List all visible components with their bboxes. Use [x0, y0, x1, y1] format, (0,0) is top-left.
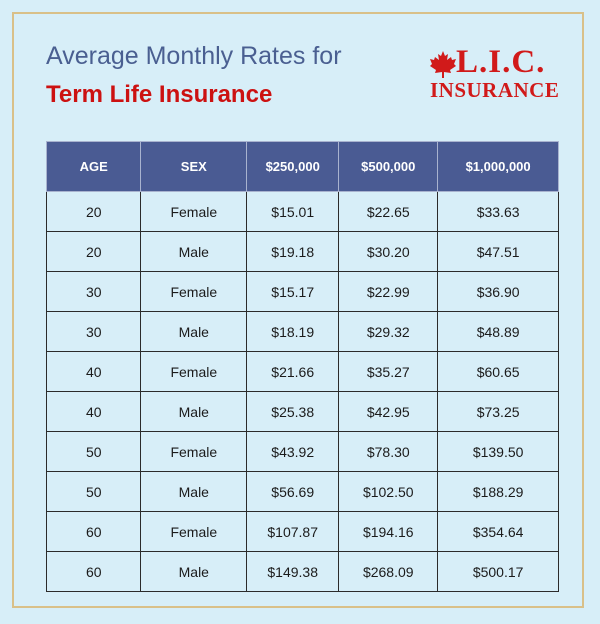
cell-rate-250k: $56.69 — [246, 471, 340, 512]
cell-rate-1m: $73.25 — [437, 391, 559, 432]
cell-rate-250k: $15.17 — [246, 271, 340, 312]
cell-rate-250k: $149.38 — [246, 551, 340, 592]
cell-sex: Male — [140, 391, 248, 432]
column-header-500k: $500,000 — [338, 141, 439, 192]
cell-age: 60 — [45, 511, 142, 552]
table-row: 40 Male $25.38 $42.95 $73.25 — [45, 391, 559, 432]
cell-age: 40 — [45, 391, 142, 432]
column-header-250k: $250,000 — [246, 141, 340, 192]
rates-table: AGE SEX $250,000 $500,000 $1,000,000 20 … — [45, 141, 559, 592]
cell-age: 40 — [45, 351, 142, 392]
cell-age: 50 — [45, 431, 142, 472]
cell-rate-250k: $25.38 — [246, 391, 340, 432]
cell-rate-500k: $29.32 — [338, 311, 439, 352]
cell-rate-1m: $139.50 — [437, 431, 559, 472]
logo-tagline: INSURANCE — [430, 78, 560, 102]
cell-rate-500k: $22.65 — [338, 191, 439, 232]
column-header-sex: SEX — [140, 141, 248, 192]
cell-rate-1m: $500.17 — [437, 551, 559, 592]
page-title: Average Monthly Rates for — [46, 42, 342, 70]
cell-sex: Male — [140, 551, 248, 592]
cell-rate-500k: $78.30 — [338, 431, 439, 472]
column-header-1m: $1,000,000 — [437, 141, 559, 192]
cell-sex: Female — [140, 191, 248, 232]
table-header-row: AGE SEX $250,000 $500,000 $1,000,000 — [45, 141, 559, 192]
cell-rate-500k: $194.16 — [338, 511, 439, 552]
column-header-age: AGE — [45, 141, 142, 192]
cell-sex: Male — [140, 471, 248, 512]
cell-age: 20 — [45, 191, 142, 232]
cell-rate-250k: $21.66 — [246, 351, 340, 392]
cell-sex: Female — [140, 431, 248, 472]
cell-sex: Female — [140, 351, 248, 392]
table-row: 40 Female $21.66 $35.27 $60.65 — [45, 351, 559, 392]
table-row: 50 Male $56.69 $102.50 $188.29 — [45, 471, 559, 512]
cell-rate-1m: $36.90 — [437, 271, 559, 312]
cell-rate-500k: $22.99 — [338, 271, 439, 312]
cell-rate-250k: $43.92 — [246, 431, 340, 472]
cell-rate-1m: $47.51 — [437, 231, 559, 272]
cell-rate-250k: $19.18 — [246, 231, 340, 272]
cell-rate-1m: $354.64 — [437, 511, 559, 552]
page-frame — [12, 12, 584, 608]
maple-leaf-icon — [430, 51, 456, 78]
page-subtitle: Term Life Insurance — [46, 81, 273, 108]
table-row: 20 Male $19.18 $30.20 $47.51 — [45, 231, 559, 272]
company-logo: L.I.C. INSURANCE — [428, 44, 559, 103]
cell-rate-250k: $15.01 — [246, 191, 340, 232]
table-row: 60 Female $107.87 $194.16 $354.64 — [45, 511, 559, 552]
cell-age: 20 — [45, 231, 142, 272]
table-row: 50 Female $43.92 $78.30 $139.50 — [45, 431, 559, 472]
cell-sex: Male — [140, 231, 248, 272]
cell-sex: Male — [140, 311, 248, 352]
cell-age: 30 — [45, 311, 142, 352]
cell-rate-500k: $30.20 — [338, 231, 439, 272]
cell-rate-1m: $48.89 — [437, 311, 559, 352]
cell-sex: Female — [140, 271, 248, 312]
cell-rate-1m: $60.65 — [437, 351, 559, 392]
cell-sex: Female — [140, 511, 248, 552]
cell-age: 30 — [45, 271, 142, 312]
logo-wordmark: L.I.C. — [456, 44, 546, 80]
table-row: 60 Male $149.38 $268.09 $500.17 — [45, 551, 559, 592]
cell-rate-500k: $102.50 — [338, 471, 439, 512]
cell-age: 50 — [45, 471, 142, 512]
cell-rate-500k: $42.95 — [338, 391, 439, 432]
cell-rate-500k: $268.09 — [338, 551, 439, 592]
cell-rate-1m: $33.63 — [437, 191, 559, 232]
table-row: 30 Female $15.17 $22.99 $36.90 — [45, 271, 559, 312]
table-row: 30 Male $18.19 $29.32 $48.89 — [45, 311, 559, 352]
cell-age: 60 — [45, 551, 142, 592]
table-row: 20 Female $15.01 $22.65 $33.63 — [45, 191, 559, 232]
cell-rate-250k: $18.19 — [246, 311, 340, 352]
cell-rate-500k: $35.27 — [338, 351, 439, 392]
cell-rate-1m: $188.29 — [437, 471, 559, 512]
cell-rate-250k: $107.87 — [246, 511, 340, 552]
